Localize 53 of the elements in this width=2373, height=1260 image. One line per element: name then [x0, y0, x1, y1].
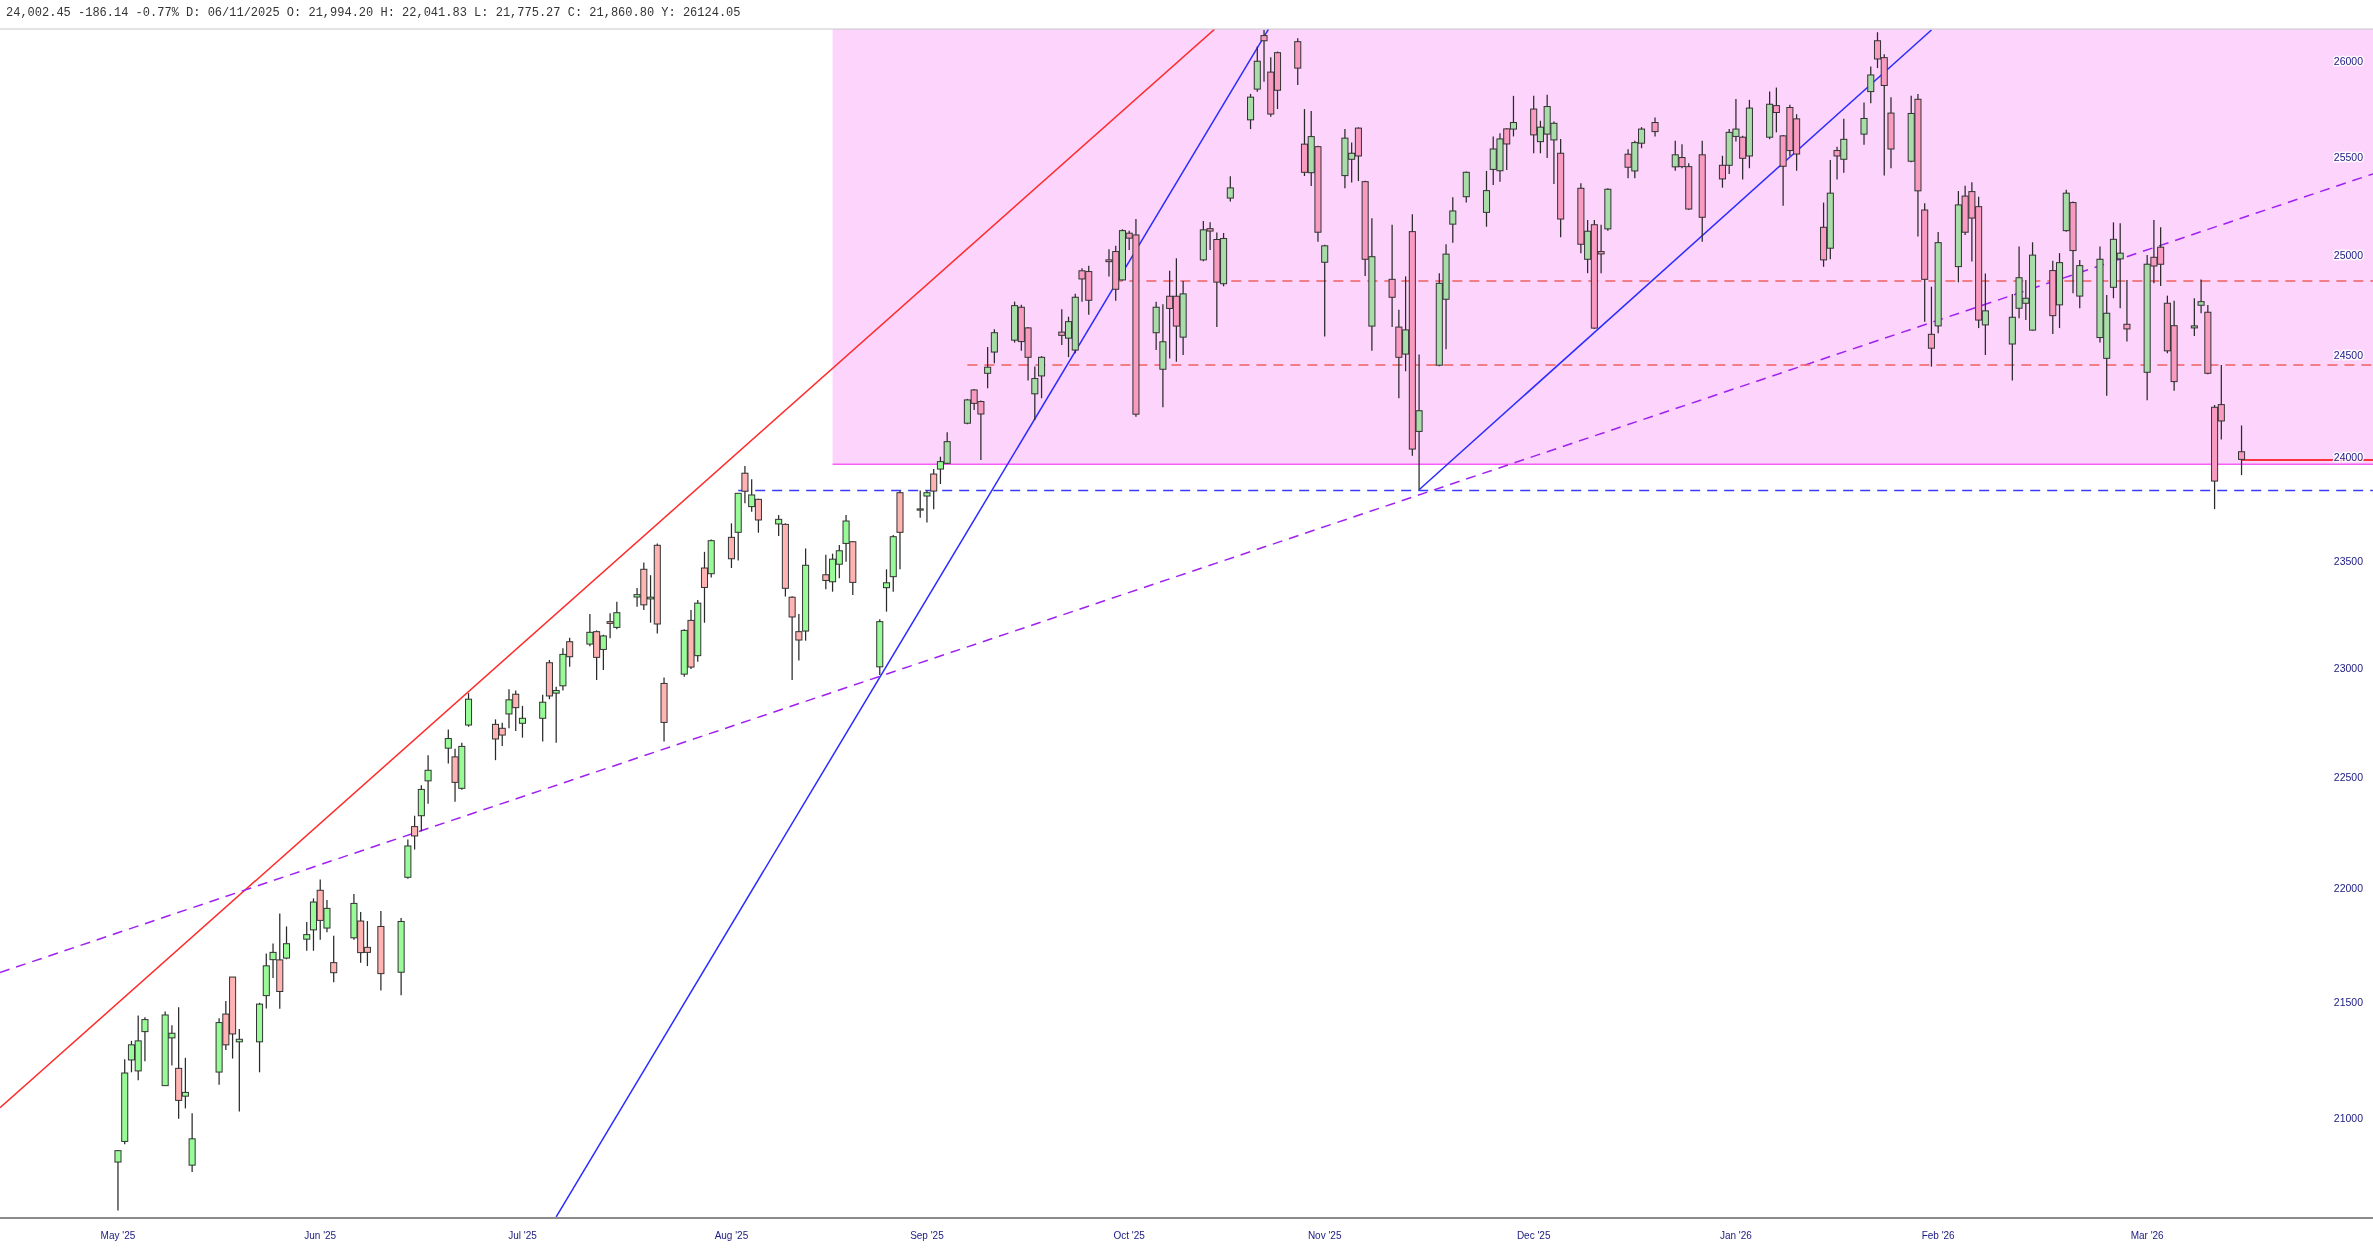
x-tick-label: Sep '25: [910, 1230, 945, 1241]
x-tick-label: Aug '25: [714, 1230, 749, 1241]
y-tick-label: 21500: [2333, 995, 2364, 1008]
x-tick-label: Nov '25: [1307, 1230, 1342, 1241]
y-tick-label: 23500: [2333, 555, 2364, 568]
y-tick-label: 23000: [2333, 661, 2364, 674]
candlestick: [1226, 175, 1234, 203]
x-tick-label: Jan '26: [1719, 1230, 1753, 1241]
candlestick: [2123, 279, 2131, 343]
candlestick: [1247, 93, 1255, 130]
candlestick: [788, 595, 796, 681]
candlestick: [2190, 297, 2198, 337]
candlestick: [2238, 424, 2246, 476]
candlestick: [984, 346, 992, 389]
candlestick: [411, 815, 419, 851]
y-tick-label: 21000: [2333, 1112, 2364, 1124]
candlestick: [2197, 278, 2205, 314]
y-tick-label: 26000: [2333, 54, 2364, 67]
y-tick-label: 25000: [2333, 249, 2364, 262]
candlestick: [1482, 170, 1491, 228]
x-tick-label: Feb '26: [1921, 1230, 1956, 1241]
y-tick-label: 25500: [2333, 151, 2364, 164]
candlestick: [1867, 65, 1875, 104]
x-tick-label: Jun '25: [304, 1230, 337, 1241]
candlestick: [990, 328, 998, 364]
chart-title: 24,002.45 -186.14 -0.77% D: 06/11/2025 O: 21,994.20 H: 22,041.83 L: 21,775.27 C: 21,860.80 Y: 26124.05: [6, 6, 741, 20]
y-tick-label: 22500: [2333, 770, 2364, 783]
candlestick: [282, 925, 291, 960]
candlestick: [1321, 244, 1329, 338]
candlestick: [1260, 29, 1268, 83]
candlestick: [916, 489, 924, 519]
y-tick-label: 22000: [2333, 881, 2364, 894]
candlestick: [444, 728, 452, 765]
candlestick: [1651, 116, 1659, 138]
candlestick: [1449, 196, 1457, 244]
x-tick-label: Jul '25: [508, 1230, 538, 1241]
candlestick: [1388, 224, 1396, 328]
candlestick: [424, 754, 432, 805]
y-tick-label: 24500: [2333, 349, 2364, 362]
candlestick: [518, 705, 526, 739]
candlestick: [1860, 101, 1868, 146]
candlestick: [882, 568, 891, 613]
x-tick-label: Oct '25: [1113, 1230, 1146, 1241]
candlestick: [114, 1149, 122, 1212]
candlestick: [539, 694, 547, 743]
x-tick-label: May '25: [100, 1230, 136, 1241]
candlestick: [727, 522, 735, 569]
x-tick-label: Mar '26: [2130, 1230, 2165, 1241]
candlestick: [303, 921, 311, 952]
candlestick: [141, 1016, 149, 1062]
candlestick: [330, 935, 338, 983]
x-tick-label: Dec '25: [1516, 1230, 1551, 1241]
candlestick: [1927, 286, 1935, 368]
